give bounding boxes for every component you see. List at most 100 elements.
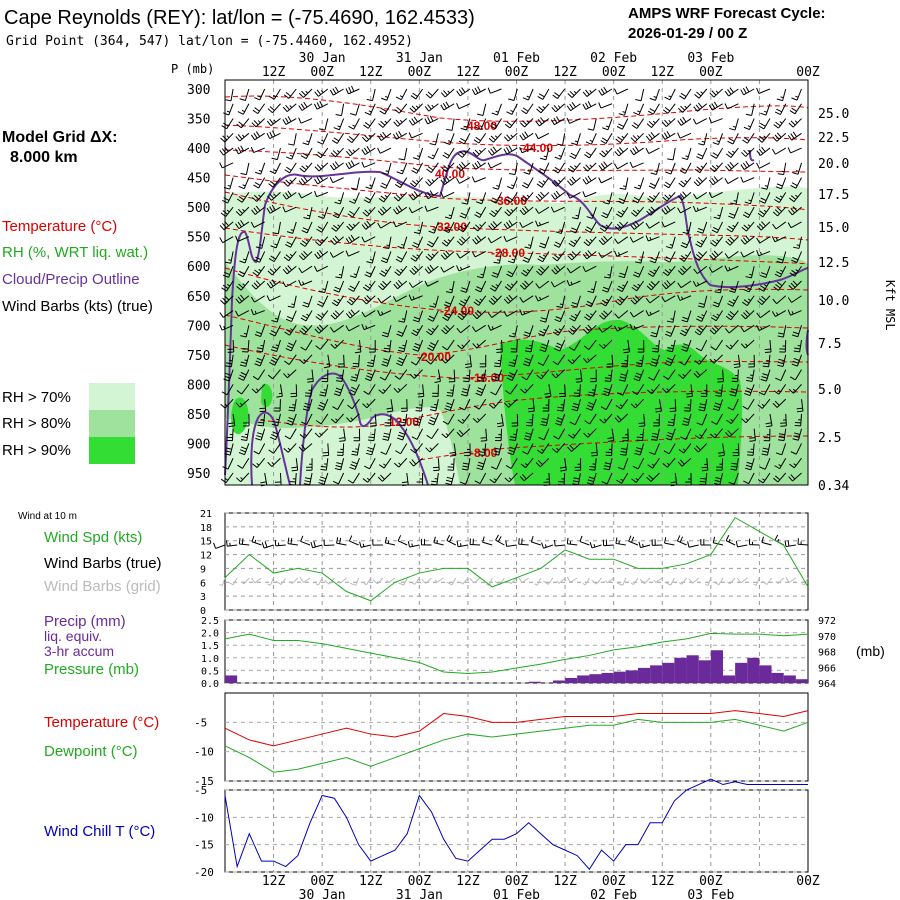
upper-barb-staff — [624, 103, 629, 116]
upper-barb-half-feather — [510, 109, 514, 113]
upper-barb-half-feather — [729, 344, 733, 348]
upper-barb-half-feather — [747, 224, 751, 227]
upper-barb-feather — [381, 363, 388, 367]
upper-barb-feather — [743, 224, 749, 230]
upper-barb-feather — [487, 87, 491, 94]
upper-barb-feather — [270, 255, 276, 260]
upper-barb-feather — [392, 221, 397, 228]
upper-barb-feather — [552, 256, 558, 262]
upper-barb-feather — [598, 164, 603, 171]
precip-bar — [759, 665, 772, 683]
upper-barb-staff — [356, 177, 360, 190]
upper-barb-feather — [282, 119, 287, 125]
upper-barb-staff — [294, 472, 297, 486]
upper-barb-feather — [566, 105, 572, 111]
upper-barb-feather — [636, 362, 643, 365]
upper-barb-staff — [490, 88, 502, 94]
upper-barb-feather — [569, 317, 575, 322]
upper-barb-staff — [447, 413, 455, 425]
upper-barb-feather — [537, 362, 544, 366]
upper-barb-feather — [238, 283, 244, 289]
wind10m-barb-grid-half-feather — [411, 582, 415, 585]
upper-barb-feather — [266, 295, 271, 302]
upper-barb-feather — [461, 87, 466, 93]
upper-barb-feather — [585, 164, 591, 170]
upper-barb-staff — [412, 191, 423, 201]
upper-barb-feather — [602, 137, 608, 142]
upper-barb-feather — [761, 375, 768, 379]
upper-barb-feather — [396, 269, 402, 274]
upper-barb-staff — [461, 339, 471, 350]
upper-barb-half-feather — [366, 477, 370, 481]
upper-barb-feather — [740, 314, 746, 320]
upper-barb-feather — [339, 440, 346, 442]
upper-barb-feather — [504, 286, 511, 291]
upper-barb-feather — [414, 420, 421, 424]
upper-barb-staff — [390, 399, 394, 412]
upper-barb-staff — [225, 472, 234, 484]
upper-barb-feather — [224, 450, 232, 453]
upper-barb-feather — [477, 86, 481, 93]
upper-barb-feather — [298, 446, 304, 452]
upper-barb-feather — [333, 393, 340, 397]
upper-barb-staff — [460, 162, 471, 171]
upper-barb-staff — [382, 472, 392, 482]
wind10m-barb-true-staff — [263, 544, 274, 549]
upper-barb-feather — [476, 467, 483, 471]
wind10m-barb-grid-staff — [473, 577, 481, 584]
upper-barb-staff — [261, 236, 266, 249]
upper-barb-feather — [535, 208, 540, 214]
upper-barb-feather — [788, 197, 795, 203]
upper-barb-feather — [378, 285, 384, 291]
upper-barb-staff — [481, 192, 487, 204]
upper-barb-staff — [447, 147, 455, 159]
upper-barb-feather — [507, 260, 514, 264]
upper-barb-staff — [760, 310, 771, 319]
upper-barb-staff — [766, 177, 771, 190]
upper-barb-half-feather — [434, 403, 438, 406]
upper-barb-feather — [648, 283, 654, 289]
upper-barb-feather — [539, 349, 546, 353]
upper-barb-feather — [276, 395, 283, 398]
upper-barb-half-feather — [621, 210, 625, 213]
upper-barb-feather — [648, 121, 654, 126]
upper-barb-feather — [680, 255, 687, 260]
upper-barb-feather — [395, 119, 401, 125]
upper-barb-staff — [795, 443, 802, 455]
upper-barb-feather — [524, 280, 530, 286]
upper-barb-feather — [424, 205, 428, 212]
upper-barb-feather — [251, 197, 258, 202]
upper-barb-feather — [749, 440, 756, 442]
upper-barb-feather — [725, 240, 731, 246]
upper-barb-feather — [776, 183, 783, 187]
upper-barb-staff — [474, 251, 486, 258]
upper-barb-feather — [300, 155, 307, 160]
upper-barb-feather — [775, 284, 781, 289]
upper-barb-staff — [797, 325, 802, 337]
upper-barb-feather — [285, 244, 291, 248]
upper-barb-feather — [696, 241, 703, 245]
upper-barb-feather — [443, 90, 448, 96]
upper-barb-staff — [743, 251, 755, 258]
upper-barb-feather — [411, 105, 417, 111]
upper-barb-staff — [245, 325, 250, 338]
upper-barb-half-feather — [526, 120, 530, 124]
upper-barb-feather — [696, 328, 702, 333]
upper-barb-feather — [540, 346, 547, 350]
upper-barb-feather — [680, 267, 685, 273]
upper-barb-half-feather — [540, 374, 544, 377]
upper-barb-feather — [762, 450, 769, 453]
upper-barb-staff — [498, 251, 503, 264]
upper-barb-feather — [711, 90, 717, 96]
upper-barb-feather — [696, 422, 703, 426]
upper-barb-feather — [445, 175, 450, 182]
upper-barb-staff — [245, 162, 250, 175]
wind10m-barb-true-half-feather — [593, 544, 596, 548]
upper-barb-feather — [711, 327, 717, 333]
wind10m-barb-grid-staff — [317, 577, 323, 586]
upper-barb-half-feather — [243, 258, 247, 261]
upper-barb-feather — [682, 265, 688, 271]
upper-barb-feather — [301, 90, 307, 96]
upper-barb-feather — [256, 357, 263, 361]
wind10m-barb-true-staff — [312, 544, 323, 549]
